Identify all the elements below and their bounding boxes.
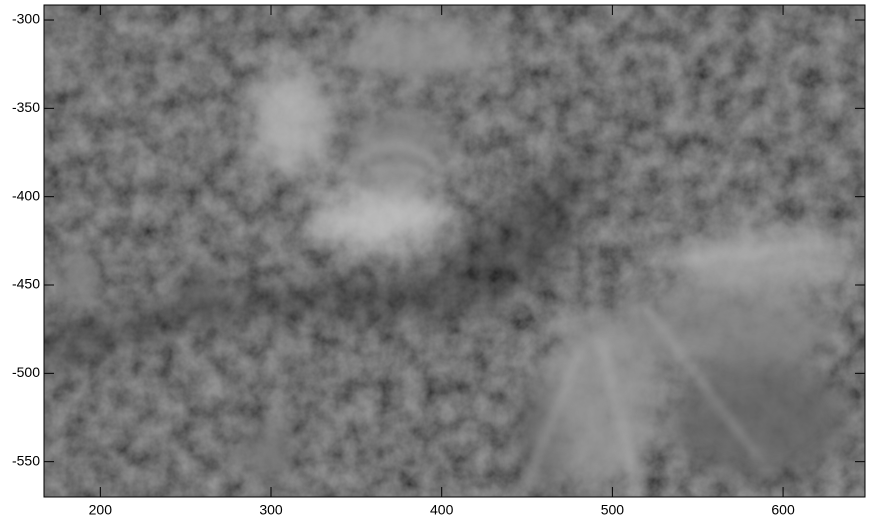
y-tick-label: -300 (12, 11, 40, 27)
x-tick-label: 500 (601, 502, 625, 518)
y-tick-label: -450 (12, 276, 40, 292)
x-tick-label: 600 (771, 502, 795, 518)
y-tick-label: -550 (12, 452, 40, 468)
x-tick-label: 300 (259, 502, 283, 518)
plot-frame (43, 4, 866, 498)
x-tick-label: 400 (430, 502, 454, 518)
y-tick-label: -350 (12, 99, 40, 115)
y-tick-label: -500 (12, 364, 40, 380)
y-tick-label: -400 (12, 187, 40, 203)
x-tick-label: 200 (89, 502, 113, 518)
solar-image (44, 5, 865, 497)
